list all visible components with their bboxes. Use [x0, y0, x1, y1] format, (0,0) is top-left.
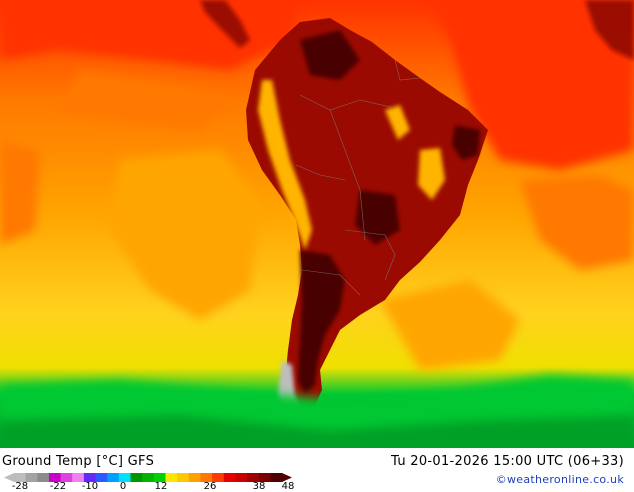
scale-tick: 12 [154, 481, 168, 492]
scale-tick: 48 [281, 481, 295, 492]
scale-tick: 38 [252, 481, 266, 492]
scale-tick: 0 [119, 481, 127, 492]
south-america [246, 18, 488, 435]
scale-swatch [177, 473, 190, 482]
scale-swatch [258, 473, 271, 482]
color-scale-bar [4, 473, 292, 482]
scale-swatch [270, 473, 283, 482]
scale-tick: 26 [203, 481, 217, 492]
scale-arrow-left [4, 473, 14, 482]
scale-arrow-right [282, 473, 292, 482]
africa [585, 0, 634, 60]
scale-tick: -22 [49, 481, 67, 492]
map-title: Ground Temp [°C] GFS [2, 454, 155, 469]
scale-swatch [60, 473, 73, 482]
scale-swatch [48, 473, 62, 482]
scale-swatch [37, 473, 50, 482]
scale-swatch [118, 473, 132, 482]
credit-link[interactable]: ©weatheronline.co.uk [495, 473, 624, 486]
scale-swatch [130, 473, 143, 482]
scale-swatch [223, 473, 236, 482]
scale-swatch [83, 473, 97, 482]
scale-swatch [95, 473, 108, 482]
scale-swatch [107, 473, 120, 482]
scale-swatch [212, 473, 225, 482]
scale-swatch [72, 473, 85, 482]
scale-swatch [142, 473, 155, 482]
scale-swatch [14, 473, 27, 482]
run-time-label: Tu 20-01-2026 15:00 UTC (06+33) [391, 454, 624, 469]
scale-swatch [153, 473, 166, 482]
scale-swatch [188, 473, 201, 482]
scale-tick: -10 [81, 481, 99, 492]
scale-tick: -28 [11, 481, 29, 492]
scale-swatch [247, 473, 260, 482]
temperature-map [0, 0, 634, 448]
scale-swatch [165, 473, 178, 482]
footer-bar: Ground Temp [°C] GFS Tu 20-01-2026 15:00… [0, 448, 634, 492]
central-america [200, 0, 250, 48]
southern-cold-band [0, 375, 634, 448]
scale-swatch [200, 473, 213, 482]
scale-swatch [235, 473, 248, 482]
scale-swatch [25, 473, 38, 482]
